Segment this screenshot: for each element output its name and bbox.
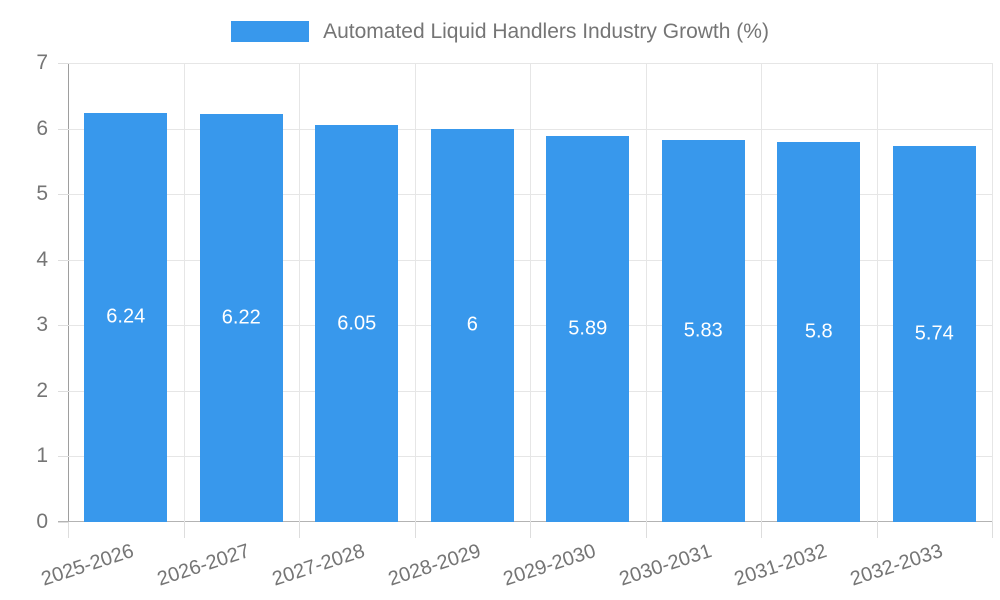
bar[interactable]: 6.05 — [315, 125, 399, 522]
bar-value-label: 5.89 — [568, 317, 608, 340]
y-tick — [58, 522, 68, 523]
x-tick — [645, 522, 647, 538]
x-tick-label: 2029-2030 — [500, 540, 599, 591]
chart-title: Automated Liquid Handlers Industry Growt… — [323, 20, 769, 43]
x-tick — [299, 522, 300, 538]
y-tick-label: 7 — [36, 51, 48, 74]
x-tick-label: 2031-2032 — [731, 540, 830, 591]
x-tick — [761, 522, 762, 538]
bar[interactable]: 5.8 — [777, 141, 861, 522]
x-axis-labels: 2025-2026 2026-2027 2027-2028 2028-2029 2029… — [39, 540, 992, 600]
bar-value-label: 5.8 — [804, 320, 833, 343]
y-tick — [58, 325, 68, 327]
plot-area: 6.24 6.22 6.05 6 5.89 5.83 5.8 5.74 — [58, 63, 993, 538]
gridline-vertical — [183, 63, 185, 522]
y-tick — [58, 456, 68, 458]
y-tick-label: 0 — [36, 510, 48, 533]
x-tick-label: 2030-2031 — [616, 540, 715, 591]
y-tick — [58, 390, 68, 392]
gridline-vertical — [530, 63, 531, 522]
bar[interactable]: 6 — [430, 128, 514, 522]
bar-value-label: 5.74 — [914, 322, 954, 345]
bar[interactable]: 6.22 — [199, 114, 283, 522]
y-tick-label: 5 — [36, 182, 48, 206]
bar[interactable]: 5.74 — [892, 145, 976, 522]
gridline-vertical — [414, 63, 416, 522]
bar[interactable]: 5.83 — [661, 139, 745, 522]
x-tick — [183, 522, 185, 538]
x-tick — [414, 522, 416, 538]
x-tick-label: 2027-2028 — [269, 540, 368, 591]
bar-value-label: 6 — [466, 313, 478, 336]
gridline-vertical — [299, 63, 300, 522]
y-axis-labels: 0 1 2 3 4 5 6 7 — [0, 0, 48, 600]
y-tick-label: 2 — [36, 378, 48, 402]
x-tick-label: 2032-2033 — [847, 540, 946, 591]
gridline-vertical — [992, 63, 993, 522]
x-tick — [68, 522, 69, 538]
bar[interactable]: 6.24 — [84, 112, 168, 522]
x-tick-label: 2026-2027 — [154, 540, 253, 591]
gridline-vertical — [761, 63, 762, 522]
y-tick-label: 3 — [36, 313, 48, 337]
bar-value-label: 6.24 — [106, 305, 146, 328]
y-axis-line — [68, 63, 69, 522]
bar-value-label: 6.22 — [221, 306, 261, 329]
y-tick-label: 4 — [36, 247, 48, 271]
y-tick — [58, 259, 68, 261]
y-tick-label: 1 — [36, 444, 48, 468]
x-axis-line — [58, 521, 992, 522]
x-tick — [876, 522, 878, 538]
x-tick-label: 2028-2029 — [385, 540, 484, 591]
bar-value-label: 5.83 — [683, 319, 723, 342]
y-tick-label: 6 — [36, 116, 48, 140]
x-tick-label: 2025-2026 — [38, 540, 137, 591]
bar-value-label: 6.05 — [337, 312, 377, 335]
x-tick — [992, 522, 993, 538]
legend-swatch — [231, 21, 310, 43]
legend[interactable]: Automated Liquid Handlers Industry Growt… — [0, 19, 1000, 44]
y-tick — [58, 63, 68, 64]
gridline-vertical — [645, 63, 647, 522]
y-tick — [58, 194, 68, 196]
y-tick — [58, 128, 68, 130]
x-tick — [530, 522, 531, 538]
gridline-vertical — [876, 63, 878, 522]
bar[interactable]: 5.89 — [546, 135, 630, 522]
